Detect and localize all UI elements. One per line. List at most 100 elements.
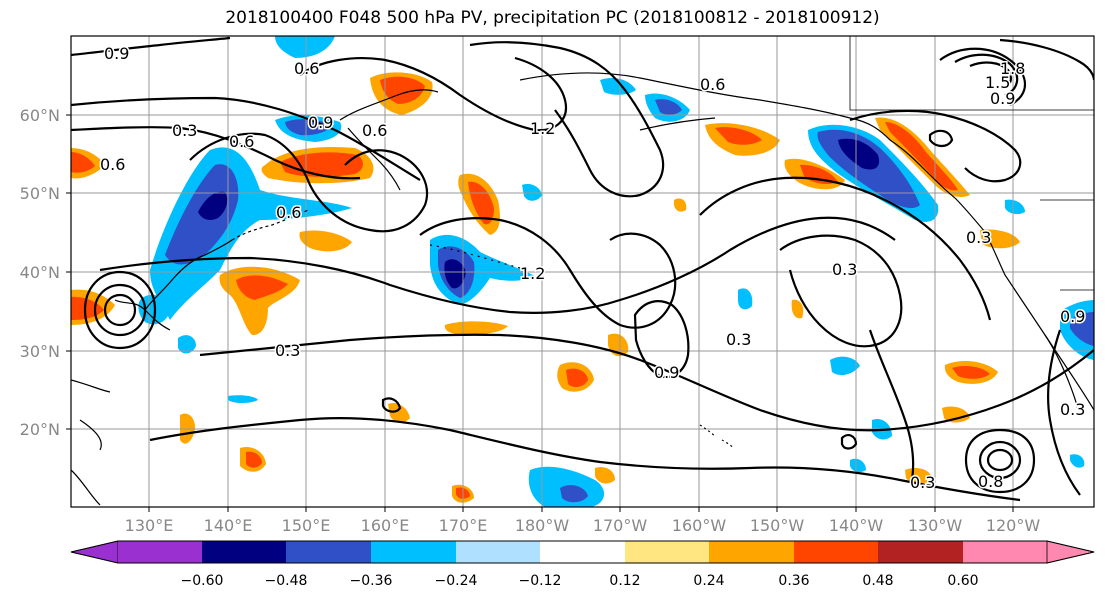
contour-south-circles-3: [964, 428, 1036, 494]
colorbar-segment: [540, 541, 625, 563]
contour-north-c: [71, 36, 231, 57]
coast-alaska-pen: [639, 117, 716, 131]
contour-subtropic: [199, 333, 1094, 432]
pos-anomaly-south-central: [595, 467, 615, 484]
colorbar-arrow-right: [1046, 540, 1095, 564]
contour-label: 0.9: [1060, 307, 1085, 326]
contour-label: 1.8: [1000, 59, 1025, 78]
contour-label: 0.6: [276, 203, 301, 222]
pos-anomaly-subtropic-1-core: [566, 368, 588, 388]
latitude-labels: 60°N 50°N 40°N 30°N 20°N: [20, 106, 60, 439]
contour-east-loop: [779, 234, 903, 348]
lon-label: 130°E: [125, 516, 174, 535]
coast-korea-china: [71, 379, 111, 506]
contour-central-loop: [419, 217, 677, 329]
lon-label: 140°E: [204, 516, 253, 535]
neg-anomaly-alaska-north-2-core: [655, 99, 682, 115]
coast-kamchatka: [339, 89, 439, 191]
pos-anomaly-kuril: [299, 230, 352, 252]
neg-anomaly-alaska-north: [600, 78, 636, 95]
contour-gulf-west: [469, 41, 665, 198]
colorbar-segment: [709, 541, 794, 563]
neg-anomaly-south-japan: [178, 335, 196, 354]
contour-label: 0.9: [654, 363, 679, 382]
neg-anomaly-small-1: [228, 395, 258, 403]
contour-south: [149, 416, 1021, 502]
colorbar-tick-label: 0.36: [778, 573, 809, 589]
contour-loop-kamchatka: [299, 56, 568, 132]
lon-label: 170°E: [439, 516, 488, 535]
pos-anomaly-small-6: [674, 198, 687, 212]
colorbar-tick-label: −0.24: [435, 573, 478, 589]
colorbar-tick-label: 0.60: [947, 573, 978, 589]
contour-label: 0.9: [308, 113, 333, 132]
contour-label: 0.3: [966, 228, 991, 247]
colorbar-segment: [286, 541, 371, 563]
neg-anomaly-east-sub: [830, 356, 860, 376]
lon-label: 180°W: [515, 516, 570, 535]
neg-anomaly-mexico-core: [1070, 312, 1094, 346]
coast-kuril: [231, 209, 309, 241]
border-alaska-canada: [849, 36, 1094, 111]
pos-anomaly-mid-east: [791, 299, 804, 319]
colorbar-outline: [70, 540, 1095, 564]
colorbar-segment-first: [118, 541, 202, 563]
contour-label: 1.2: [520, 264, 545, 283]
neg-anomaly-gulf-alaska-core: [838, 138, 880, 170]
pos-anomaly-north-left-core: [71, 152, 95, 173]
colorbar-tick-label: 0.48: [862, 573, 893, 589]
contour-label: 0.3: [172, 121, 197, 140]
pos-anomaly-east-sub-2: [942, 406, 970, 423]
colorbar-arrow-left: [70, 540, 119, 564]
colorbar-segment-last: [963, 541, 1047, 563]
contour-south-circles-2: [986, 448, 1014, 472]
contour-label: 1.2: [530, 119, 555, 138]
neg-anomaly-central-core: [444, 259, 466, 289]
contour-small-1: [928, 129, 954, 148]
colorbar-segment: [794, 541, 878, 563]
colorbar-tick-label: −0.12: [519, 573, 562, 589]
contour-label: 0.6: [229, 132, 254, 151]
neg-anomaly-north-pacific-top: [275, 36, 335, 58]
map-grid: [71, 36, 1094, 507]
coast-hawaii: [699, 424, 735, 449]
contour-label: 0.9: [104, 44, 129, 63]
contour-label: 0.3: [275, 341, 300, 360]
map-plot-area: 0.9 0.6 0.3 0.6 0.6 0.9 0.6 1.2 0.6 0.3 …: [71, 36, 1094, 507]
pos-anomaly-alaska-coast-core: [715, 127, 762, 145]
lat-label: 30°N: [20, 342, 60, 361]
pos-anomaly-subtropic-4-core: [246, 451, 262, 468]
pos-anomaly-bc-coast-core: [885, 122, 958, 191]
lon-label: 130°W: [908, 516, 963, 535]
lat-label: 50°N: [20, 184, 60, 203]
coastlines: [71, 36, 1094, 506]
lat-label: 20°N: [20, 420, 60, 439]
contour-label: 1.5: [985, 73, 1010, 92]
neg-anomaly-east-sub-3: [850, 458, 866, 473]
contour-label: 0.9: [990, 89, 1015, 108]
coast-baja: [1044, 334, 1079, 411]
colorbar-tick-label: −0.48: [265, 573, 308, 589]
lon-label: 120°W: [986, 516, 1041, 535]
lon-label: 150°W: [750, 516, 805, 535]
lon-label: 150°E: [282, 516, 331, 535]
contour-labels: 0.9 0.6 0.3 0.6 0.6 0.9 0.6 1.2 0.6 0.3 …: [99, 43, 1087, 494]
contour-ne-circles-2: [954, 53, 1019, 97]
pos-anomaly-central-north-core: [468, 181, 494, 225]
contour-east-sw: [868, 329, 915, 481]
colorbar-tick-label: 0.24: [693, 573, 724, 589]
pv-contours: [71, 36, 1094, 502]
neg-anomaly-small-2: [522, 184, 542, 201]
neg-anomaly-small-3: [1070, 454, 1085, 468]
lon-label: 160°W: [672, 516, 727, 535]
colorbar-tick-label: −0.36: [350, 573, 393, 589]
contour-label: 0.3: [1060, 400, 1085, 419]
contour-west-circles-2: [103, 293, 137, 327]
neg-anomaly-mid-east: [738, 288, 753, 310]
pos-anomaly-subtropic-2: [388, 402, 410, 423]
colorbar-segment: [456, 541, 540, 563]
pos-anomaly-east-sub-core: [952, 366, 990, 379]
contour-west-coast-vert: [1046, 329, 1081, 496]
lon-label: 160°E: [361, 516, 410, 535]
